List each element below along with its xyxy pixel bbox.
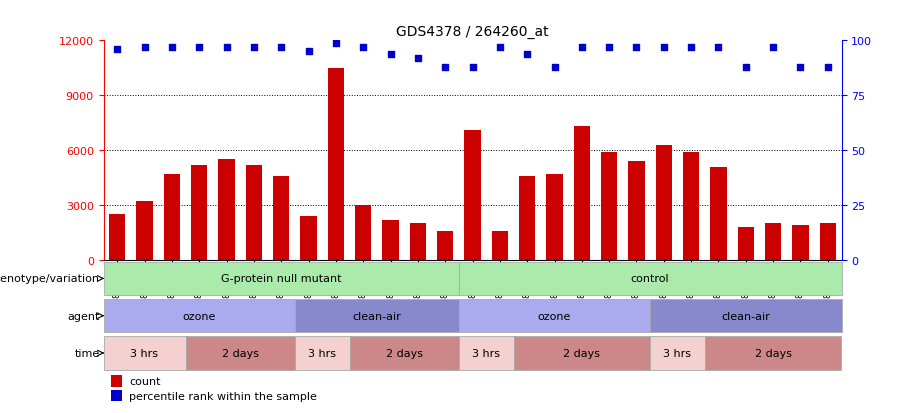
Point [766, 45, 780, 51]
Bar [573, 127, 590, 260]
Bar [792, 225, 809, 260]
Point [410, 55, 425, 62]
Bar [109, 215, 125, 260]
Point [684, 45, 698, 51]
Text: control: control [631, 274, 670, 284]
Bar [650, 337, 705, 370]
Bar [355, 206, 372, 260]
Bar [546, 174, 562, 260]
Bar [459, 337, 514, 370]
Point [274, 45, 288, 51]
Point [547, 64, 562, 71]
Bar [295, 299, 459, 333]
Text: clean-air: clean-air [353, 311, 401, 321]
Point [739, 64, 753, 71]
Point [602, 45, 616, 51]
Text: 3 hrs: 3 hrs [472, 348, 500, 358]
Text: genotype/variation: genotype/variation [0, 274, 100, 284]
Text: 2 days: 2 days [221, 348, 258, 358]
Text: 3 hrs: 3 hrs [663, 348, 691, 358]
Bar [437, 231, 454, 260]
Text: 2 days: 2 days [563, 348, 600, 358]
Point [438, 64, 453, 71]
Bar [459, 262, 842, 296]
Bar [628, 162, 644, 260]
Bar [111, 375, 122, 387]
Point [247, 45, 261, 51]
Point [220, 45, 234, 51]
Text: 3 hrs: 3 hrs [130, 348, 158, 358]
Text: count: count [130, 376, 161, 386]
Bar [650, 299, 842, 333]
Bar [191, 165, 207, 260]
Point [356, 45, 371, 51]
Bar [519, 176, 536, 260]
Title: GDS4378 / 264260_at: GDS4378 / 264260_at [396, 25, 549, 39]
Point [383, 51, 398, 58]
Bar [104, 299, 295, 333]
Text: 2 days: 2 days [386, 348, 423, 358]
Bar [164, 174, 180, 260]
Point [520, 51, 535, 58]
Bar [301, 216, 317, 260]
Point [138, 45, 152, 51]
Bar [185, 337, 295, 370]
Bar [328, 69, 344, 260]
Point [110, 47, 124, 53]
Bar [104, 337, 185, 370]
Point [821, 64, 835, 71]
Bar [382, 220, 399, 260]
Bar [295, 337, 349, 370]
Text: ozone: ozone [538, 311, 572, 321]
Bar [104, 262, 459, 296]
Point [657, 45, 671, 51]
Bar [410, 224, 426, 260]
Bar [246, 165, 262, 260]
Point [328, 40, 343, 47]
Point [302, 49, 316, 55]
Text: agent: agent [68, 311, 100, 321]
Bar [491, 231, 508, 260]
Point [192, 45, 206, 51]
Bar [514, 337, 650, 370]
Text: ozone: ozone [183, 311, 216, 321]
Point [492, 45, 507, 51]
Bar [349, 337, 459, 370]
Text: clean-air: clean-air [722, 311, 770, 321]
Bar [219, 160, 235, 260]
Bar [710, 167, 726, 260]
Bar [273, 176, 290, 260]
Point [629, 45, 643, 51]
Bar [705, 337, 842, 370]
Text: time: time [75, 348, 100, 358]
Bar [601, 152, 617, 260]
Bar [683, 152, 699, 260]
Bar [738, 228, 754, 260]
Point [465, 64, 480, 71]
Bar [765, 224, 781, 260]
Point [793, 64, 807, 71]
Bar [464, 131, 481, 260]
Bar [111, 390, 122, 401]
Point [165, 45, 179, 51]
Bar [655, 145, 672, 260]
Bar [136, 202, 153, 260]
Point [711, 45, 725, 51]
Bar [820, 224, 836, 260]
Bar [459, 299, 650, 333]
Text: 3 hrs: 3 hrs [308, 348, 337, 358]
Text: 2 days: 2 days [755, 348, 792, 358]
Text: percentile rank within the sample: percentile rank within the sample [130, 391, 317, 401]
Text: G-protein null mutant: G-protein null mutant [220, 274, 341, 284]
Point [574, 45, 589, 51]
